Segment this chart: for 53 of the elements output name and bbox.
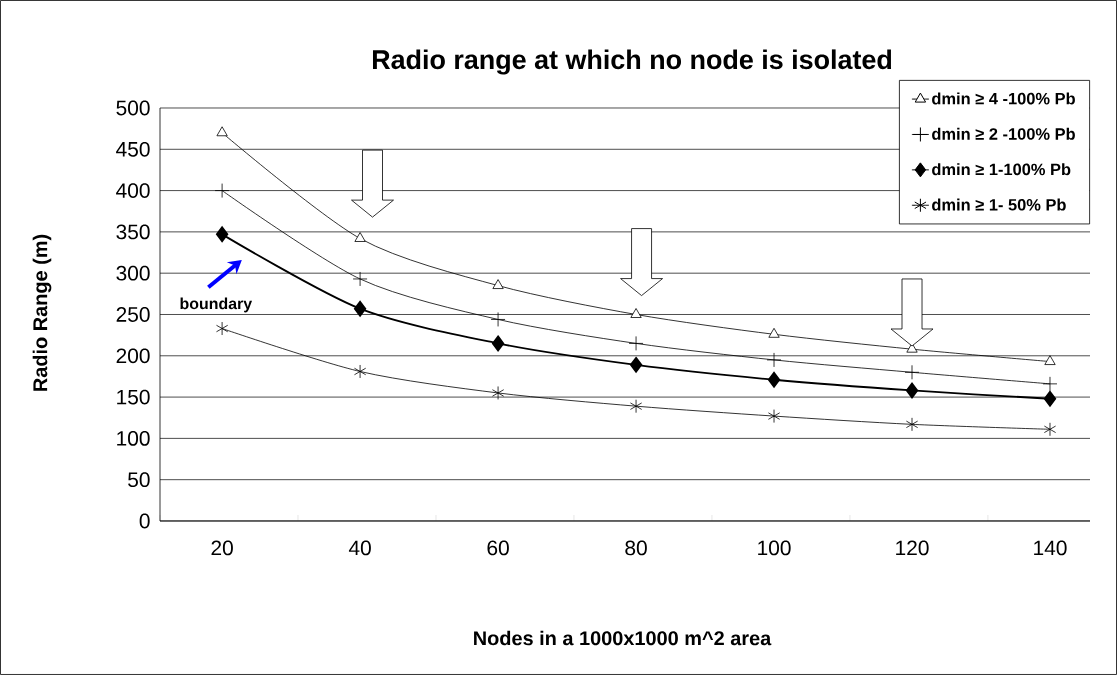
point: [904, 364, 920, 380]
y-tick-label: 500: [116, 100, 150, 116]
point: [1043, 390, 1057, 407]
legend-label: dmin ≥ 1-100% Pb: [932, 163, 1071, 176]
point: [1044, 355, 1056, 365]
point: [629, 356, 643, 373]
point: [352, 271, 368, 287]
x-tick-label: 20: [211, 540, 233, 556]
point: [354, 364, 367, 379]
point: [216, 321, 229, 336]
point: [492, 386, 505, 400]
y-tick-label: 100: [117, 430, 150, 446]
y-tick-label: 400: [116, 183, 150, 198]
point: [905, 382, 919, 399]
point: [215, 226, 229, 243]
x-axis-title: Nodes in a 1000x1000 m^2 area: [474, 630, 772, 646]
x-tick-label: 40: [348, 540, 371, 556]
legend-label: dmin ≥ 1- 50% Pb: [932, 198, 1066, 211]
y-tick-label: 250: [116, 307, 150, 322]
point: [630, 399, 643, 414]
point: [490, 312, 506, 327]
point: [905, 417, 919, 432]
point: [353, 300, 367, 317]
x-tick-label: 100: [758, 540, 791, 556]
point: [214, 183, 230, 198]
point: [1043, 422, 1057, 437]
point: [630, 308, 642, 318]
point: [768, 409, 781, 423]
legend-label: dmin ≥ 2 -100% Pb: [932, 127, 1075, 140]
annotation: boundary: [180, 297, 253, 313]
y-tick-label: 350: [116, 224, 150, 240]
chart-title: Radio range at which no node is isolated: [372, 49, 892, 75]
y-tick-label: 300: [116, 265, 150, 281]
point: [766, 352, 782, 368]
point: [492, 279, 504, 289]
point: [767, 371, 781, 388]
y-tick-label: 0: [139, 513, 150, 529]
point: [1042, 376, 1058, 392]
legend-label: dmin ≥ 4 -100% Pb: [932, 92, 1075, 105]
point: [768, 327, 780, 338]
point: [628, 336, 644, 351]
point: [354, 232, 366, 242]
point: [491, 335, 505, 352]
x-tick-label: 140: [1034, 540, 1067, 556]
x-tick-label: 80: [625, 540, 647, 556]
point: [216, 126, 228, 137]
x-tick-label: 120: [896, 540, 929, 556]
y-tick-label: 200: [116, 348, 150, 364]
y-tick-label: 150: [117, 389, 150, 405]
x-tick-label: 60: [487, 540, 509, 556]
y-tick-label: 450: [116, 141, 150, 157]
y-axis-title: Radio Range (m): [32, 234, 52, 391]
y-tick-label: 50: [128, 472, 150, 488]
